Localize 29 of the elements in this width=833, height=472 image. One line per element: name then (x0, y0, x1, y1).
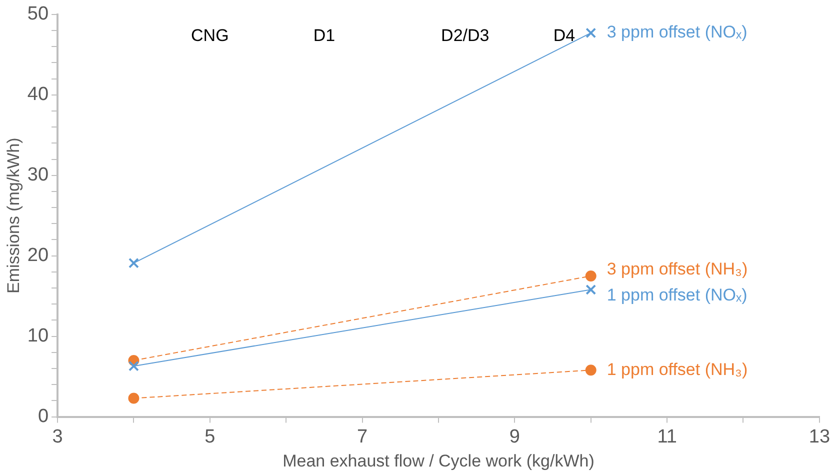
series-label: 1 ppm offset (NH₃) (606, 360, 748, 379)
y-tick-label: 30 (27, 164, 49, 186)
y-tick-label: 20 (27, 245, 49, 266)
point (585, 270, 596, 282)
x-tick-label: 9 (509, 426, 520, 448)
x-tick-label: 7 (357, 426, 368, 448)
x-tick-label: 13 (808, 426, 830, 448)
point (585, 364, 596, 376)
x-axis-title: Mean exhaust flow / Cycle work (kg/kWh) (282, 451, 594, 470)
annotation: CNG (191, 26, 229, 46)
annotation: D4 (553, 26, 576, 46)
annotation: D1 (313, 26, 336, 46)
x-tick-label: 5 (204, 426, 216, 448)
point (586, 28, 596, 38)
annotation: D2/D3 (441, 26, 490, 46)
x-tick-label: 3 (52, 426, 63, 448)
y-tick-label: 0 (38, 406, 49, 428)
y-tick-label: 10 (27, 326, 49, 347)
series-label: 3 ppm offset (NH₃) (606, 259, 748, 278)
point (128, 258, 139, 268)
point (586, 284, 596, 295)
series-label: 1 ppm offset (NOₓ) (606, 285, 748, 304)
y-tick-label: 50 (27, 4, 49, 25)
x-tick-label: 11 (657, 426, 677, 448)
point (128, 392, 140, 404)
series-label: 3 ppm offset (NOₓ) (606, 22, 748, 42)
point (128, 360, 139, 372)
y-axis-title: Emissions (mg/kWh) (4, 138, 23, 294)
y-tick-label: 40 (27, 84, 49, 106)
